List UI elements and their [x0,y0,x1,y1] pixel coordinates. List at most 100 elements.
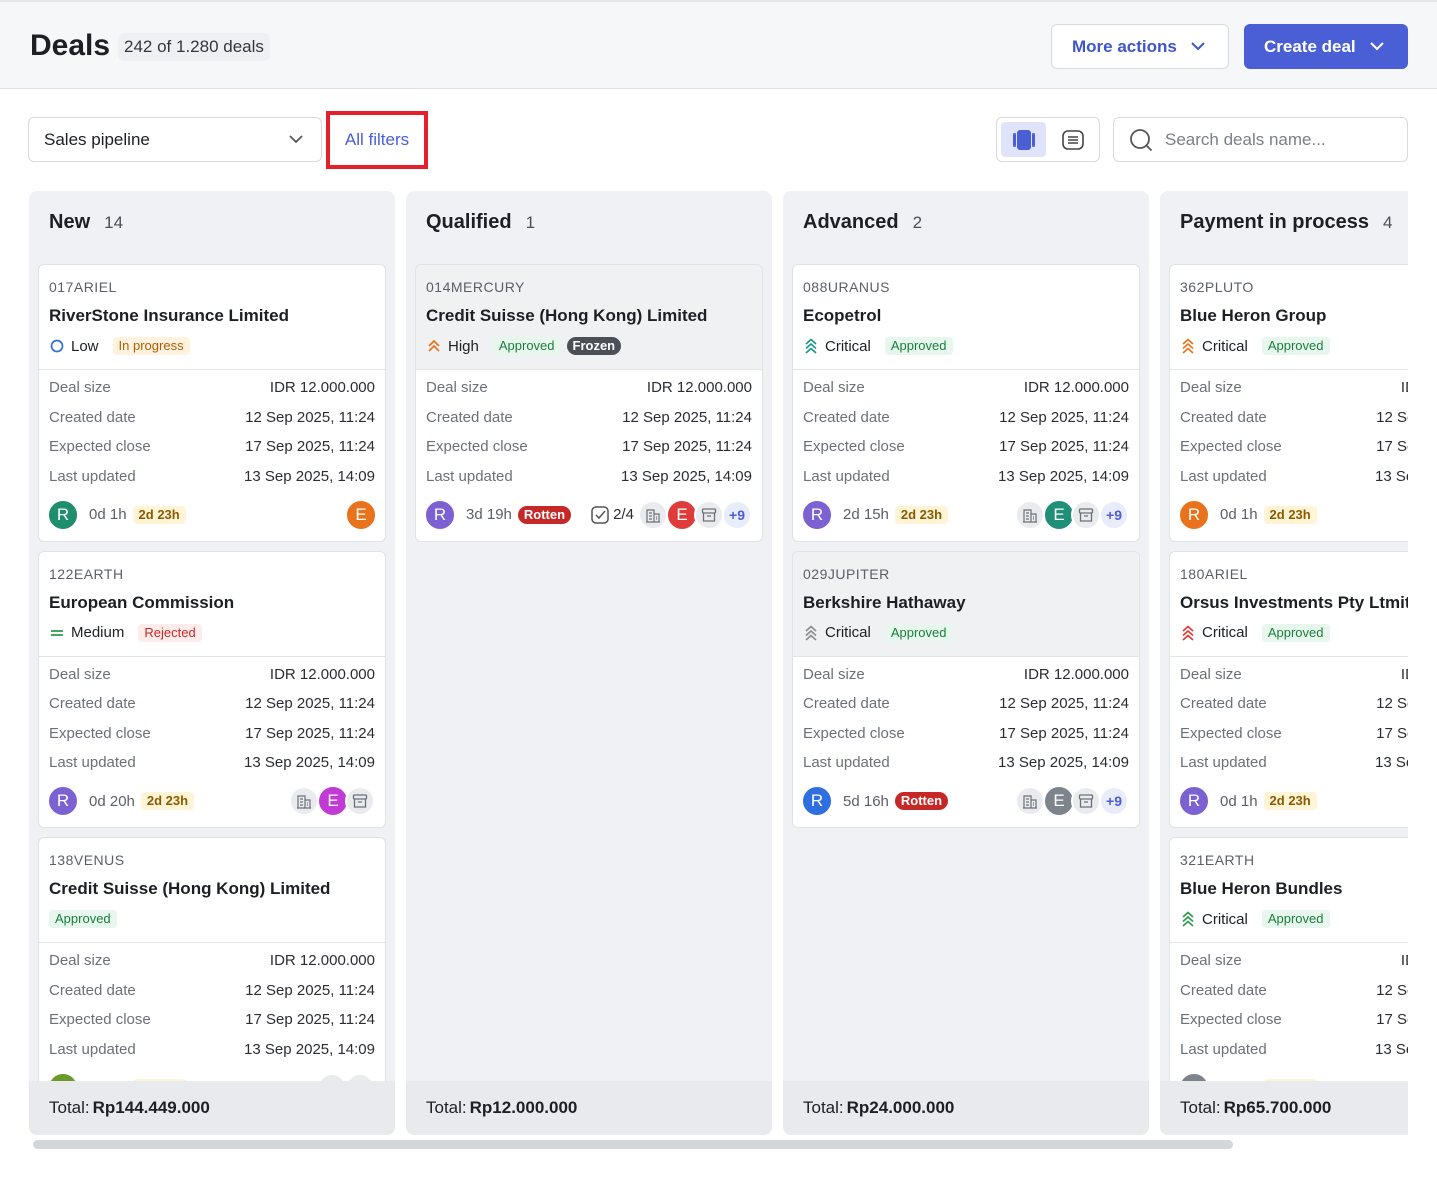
column-total: Total: Rp12.000.000 [406,1081,772,1135]
archive [1078,794,1094,808]
scrollbar[interactable] [33,1140,1233,1149]
field-row: Last updated 13 Sep 2025, 14:09 [49,462,375,492]
field-label: Deal size [1180,952,1242,970]
deal-card[interactable]: 014MERCURY Credit Suisse (Hong Kong) Limi… [415,264,763,542]
footer-icons [317,1072,375,1081]
field-label: Created date [803,408,890,426]
field-row: Created date 12 Sep 2025, 11:24 [49,403,375,433]
field-label: Created date [803,695,890,713]
field-row: Deal size IDR 12.000.000 [1180,946,1408,976]
field-value: IDR 12.000.000 [1400,952,1408,970]
total-value: Rp144.449.000 [92,1098,210,1117]
field-row: Created date 12 Sep 2025, 11:24 [426,403,752,433]
field-value: 17 Sep 2025, 11:24 [999,724,1129,742]
archive [352,794,368,808]
field-value: IDR 12.000.000 [1400,665,1408,683]
deal-card[interactable]: 088URANUS Ecopetrol Critical Approved Deal s… [792,264,1140,542]
priority-label: Low [71,337,99,355]
card-footer: R 5d 16h Rotten E +9 [801,785,1129,817]
deal-meta: Critical Approved [803,621,1129,645]
list-view-button[interactable] [1050,122,1095,157]
company-icon [317,1072,347,1081]
more-actions-button[interactable]: More actions [1051,24,1229,69]
field-value: 13 Sep 2025, 14:09 [1375,467,1408,485]
deal-card[interactable]: 362PLUTO Blue Heron Group Critical Approved… [1169,264,1408,542]
priority-icon [1182,624,1194,641]
card-list: 014MERCURY Credit Suisse (Hong Kong) Limi… [406,264,772,1081]
create-deal-button[interactable]: Create deal [1244,24,1408,69]
field-label: Deal size [49,665,111,683]
field-value: 17 Sep 2025, 11:24 [1376,438,1408,456]
assignee-avatar: E [1043,498,1075,531]
deal-meta: Low In progress [49,334,375,358]
field-row: Expected close 17 Sep 2025, 11:24 [803,719,1129,749]
field-value: IDR 12.000.000 [1023,665,1129,683]
deal-code: 138VENUS [49,852,125,868]
archive-icon [694,499,724,530]
field-label: Deal size [1180,379,1242,397]
deal-card[interactable]: 122EARTH European Commission Medium Rejecte… [38,550,386,828]
deal-card[interactable]: 017ARIEL RiverStone Insurance Limited Low I… [38,264,386,542]
search-placeholder: Search deals name... [1165,129,1326,149]
field-value: 17 Sep 2025, 11:24 [1376,1011,1408,1029]
deal-card[interactable]: 029JUPITER Berkshire Hathaway Critical Appr… [792,550,1140,828]
task-count: 2/4 [613,506,634,523]
deal-card[interactable]: 180ARIEL Orsus Investments Pty Ltmit Criti… [1169,550,1408,828]
field-row: Expected close 17 Sep 2025, 11:24 [49,719,375,749]
button-label: Create deal [1264,36,1356,56]
column-count: 1 [525,212,536,232]
field-row: Last updated 13 Sep 2025, 14:09 [1180,462,1408,492]
owner-avatar: R [801,785,833,817]
card-list: 362PLUTO Blue Heron Group Critical Approved… [1160,264,1408,1081]
owner-avatar: R [47,785,79,817]
field-value: 17 Sep 2025, 11:24 [245,724,375,742]
field-value: 13 Sep 2025, 14:09 [244,1040,375,1058]
more-assignees: +9 [1099,786,1129,816]
card-footer: R 0d 1h 2d 23h [1178,1071,1408,1081]
deal-age: 0d 1h [1220,1079,1258,1081]
field-row: Last updated 13 Sep 2025, 14:09 [49,748,375,778]
assignee-avatar: E [345,498,377,531]
deal-age: 3d 19h [466,506,512,523]
all-filters-button[interactable]: All filters [326,111,428,169]
owner-avatar: R [424,498,456,531]
building [297,795,311,809]
card-header: 088URANUS Ecopetrol Critical Approved [793,265,1139,370]
field-value: 12 Sep 2025, 11:24 [245,695,375,713]
priority-label: Critical [1202,337,1248,355]
field-label: Last updated [426,467,513,485]
field-label: Deal size [426,379,488,397]
view-toggle [996,117,1100,162]
deal-meta: Critical Approved [1180,334,1408,358]
card-footer: R 0d 1h 2d 23h [1178,498,1408,531]
card-list: 017ARIEL RiverStone Insurance Limited Low I… [29,264,395,1081]
field-label: Last updated [803,754,890,772]
priority-label: Medium [71,624,125,641]
field-label: Last updated [1180,467,1267,485]
deal-age: 0d 1h [1220,506,1258,523]
card-footer: R 1d 7h 2d 23h [47,1071,375,1081]
column-total: Total: Rp24.000.000 [783,1081,1149,1135]
board-view-button[interactable] [1001,122,1046,157]
board-icon [1012,129,1035,150]
deal-fields: Deal size IDR 12.000.000 Created date 12 Se… [793,370,1139,491]
field-row: Deal size IDR 12.000.000 [49,946,375,976]
age-badge: 2d 23h [1263,1078,1317,1081]
priority-icon [51,629,63,636]
select-label: Sales pipeline [44,129,150,149]
deal-name: Credit Suisse (Hong Kong) Limited [426,306,708,325]
pipeline-select[interactable]: Sales pipeline [28,117,322,162]
kanban-board: New 14 017ARIEL RiverStone Insurance Limite… [29,191,1408,1135]
deal-card[interactable]: 138VENUS Credit Suisse (Hong Kong) Limite… [38,837,386,1081]
priority-label: Critical [1202,910,1248,928]
field-row: Deal size IDR 12.000.000 [1180,373,1408,403]
deal-card[interactable]: 321EARTH Blue Heron Bundles Critical Approv… [1169,837,1408,1081]
deal-fields: Deal size IDR 12.000.000 Created date 12 Se… [39,943,385,1064]
status-badge: Approved [1261,910,1330,928]
field-row: Last updated 13 Sep 2025, 14:09 [803,748,1129,778]
field-value: IDR 12.000.000 [646,379,752,397]
card-header: 362PLUTO Blue Heron Group Critical Approved [1170,265,1408,370]
search-input[interactable]: Search deals name... [1113,117,1408,162]
status-badge: Approved [884,623,953,642]
field-value: 17 Sep 2025, 11:24 [1376,724,1408,742]
